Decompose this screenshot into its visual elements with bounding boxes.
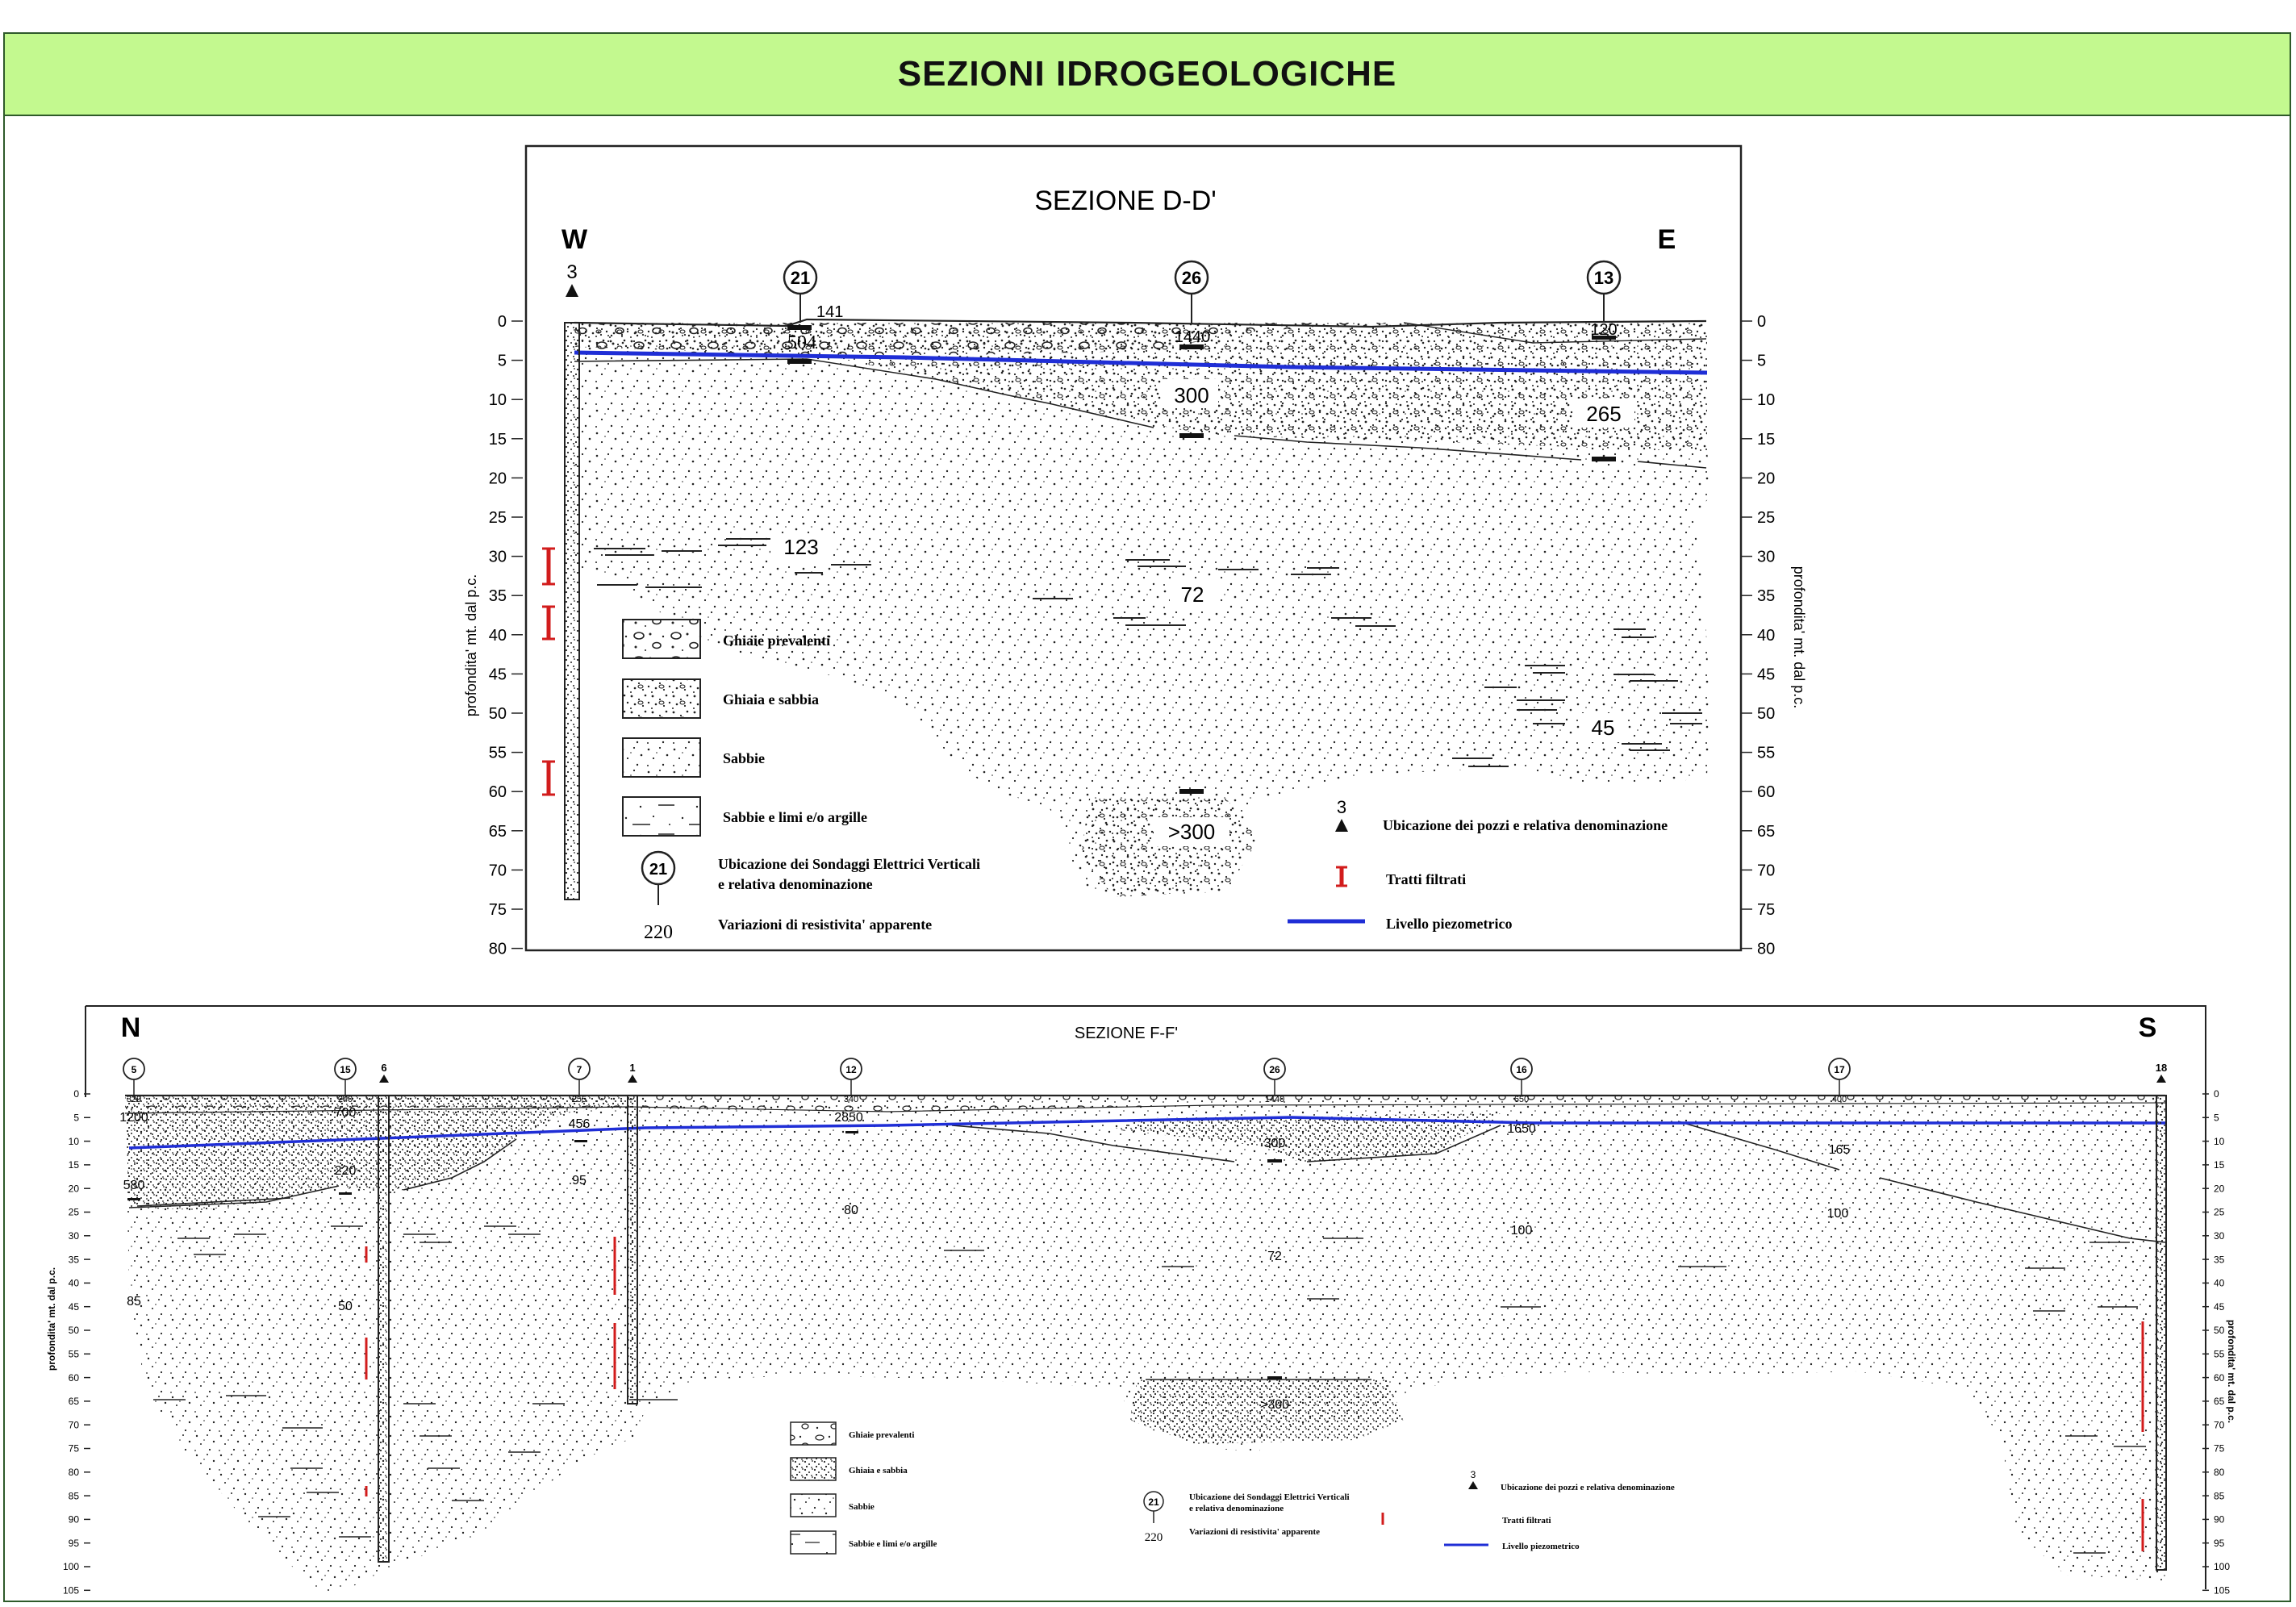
legend-sev-id: 21 [649,861,667,879]
depth-tick-label: 40 [489,627,507,645]
res-gt300: >300 [1168,820,1216,844]
depth-tick-label: 25 [489,509,507,527]
res-45: 45 [1592,716,1615,740]
ground-surface [574,318,1707,328]
sev-marker-21: 21 141 504 [783,260,843,364]
sev-26-value: 1440 [1175,328,1211,346]
well-3-column [564,322,580,900]
legend-sabbie-limi: Sabbie e limi e/o argille [723,809,867,825]
sev-marker-26: 26 1440 [1174,260,1211,438]
sev-21-extra: 141 [816,303,843,321]
legend-filter-icon [1336,866,1347,887]
depth-tick-label: 40 [1757,627,1775,645]
depth-tick-label: 75 [489,901,507,919]
depth-tick-label: 80 [1757,941,1775,958]
triangle-up-icon [566,284,578,297]
depth-tick-label: 45 [1757,666,1775,683]
legend-filter-label: Tratti filtrati [1386,871,1466,887]
depth-tick-label: 80 [489,941,507,958]
depth-axis-left: 0 5 10 15 20 25 30 35 40 45 50 55 60 65 70 75 80 [489,313,523,958]
depth-tick-label: 30 [1757,549,1775,566]
svg-text:13: 13 [1594,268,1613,288]
triangle-up-icon [1335,819,1348,832]
depth-axis-label-left: profondita' mt. dal p.c. [463,574,479,717]
legend-well-id: 3 [1337,797,1346,817]
west-label: W [561,224,588,255]
depth-axis-right: 0 5 10 15 20 25 30 35 40 45 50 55 60 65 70 75 80 [1741,313,1775,958]
piezometric-line [574,350,1708,375]
legend-sev-label1: Ubicazione dei Sondaggi Elettrici Vertic… [718,856,980,872]
depth-tick-label: 15 [489,431,507,449]
well-3-label: 3 [566,261,577,283]
res-300: 300 [1174,383,1209,407]
res-265: 265 [1586,402,1621,426]
depth-tick-label: 0 [1757,313,1766,331]
layer-boundary-1 [574,358,1154,428]
page-header: SEZIONI IDROGEOLOGICHE [3,32,2291,116]
east-label: E [1658,224,1676,255]
sev-marker-13: 13 120 [1586,260,1622,461]
depth-tick-label: 20 [489,470,507,487]
layer-boundary-3 [1637,461,1707,469]
depth-tick-label: 35 [1757,587,1775,605]
legend-sev-label2: e relativa denominazione [718,876,873,892]
section-dd-legend: Ghiaie prevalenti Ghiaia e sabbia Sabbie… [622,619,1668,943]
depth-tick-label: 5 [1757,353,1766,370]
legend-ghiaia-sabbia: Ghiaia e sabbia [723,691,819,707]
section-dd-title: SEZIONE D-D' [1034,186,1217,216]
res-123: 123 [783,535,818,559]
depth-tick-label: 55 [1757,745,1775,762]
depth-tick-label: 60 [489,783,507,801]
page-title: SEZIONI IDROGEOLOGICHE [897,54,1397,94]
silt-lenses [594,538,1702,767]
depth-tick-label: 50 [489,705,507,723]
sand-layer [574,323,1710,897]
depth-axis-label-right: profondita' mt. dal p.c. [1791,566,1807,709]
legend-ghiaie: Ghiaie prevalenti [723,632,830,649]
depth-tick-label: 35 [489,587,507,605]
depth-tick-label: 45 [489,666,507,683]
depth-tick-label: 5 [498,353,507,370]
resistivity-labels: 300 265 123 72 45 >300 [770,379,1634,846]
sev-13-value: 120 [1590,321,1617,339]
depth-tick-label: 0 [498,313,507,331]
legend-res-value: 220 [644,922,673,943]
res-72: 72 [1181,582,1204,607]
depth-tick-label: 10 [489,391,507,409]
depth-tick-label: 25 [1757,509,1775,527]
depth-tick-label: 75 [1757,901,1775,919]
depth-tick-label: 70 [489,862,507,879]
depth-tick-label: 65 [489,823,507,841]
filter-markers [542,547,555,796]
layer-boundary-4 [1403,322,1707,344]
depth-tick-label: 30 [489,549,507,566]
svg-text:21: 21 [791,268,810,288]
depth-tick-label: 15 [1757,431,1775,449]
legend-well-label: Ubicazione dei pozzi e relativa denomina… [1383,817,1668,833]
depth-tick-label: 20 [1757,470,1775,487]
depth-tick-label: 50 [1757,705,1775,723]
sev-26-deep-marker [1179,789,1204,794]
svg-text:26: 26 [1182,268,1201,288]
sev-21-value: 504 [787,332,816,353]
gravel-surface-layer [574,323,1707,355]
legend-res-label: Variazioni di resistivita' apparente [718,916,932,933]
depth-tick-label: 60 [1757,783,1775,801]
depth-tick-label: 55 [489,745,507,762]
legend-piezo-label: Livello piezometrico [1386,916,1512,932]
layer-boundary-2 [1234,435,1582,461]
legend-sabbie: Sabbie [723,750,765,766]
depth-tick-label: 70 [1757,862,1775,879]
depth-tick-label: 10 [1757,391,1775,409]
depth-tick-label: 65 [1757,823,1775,841]
